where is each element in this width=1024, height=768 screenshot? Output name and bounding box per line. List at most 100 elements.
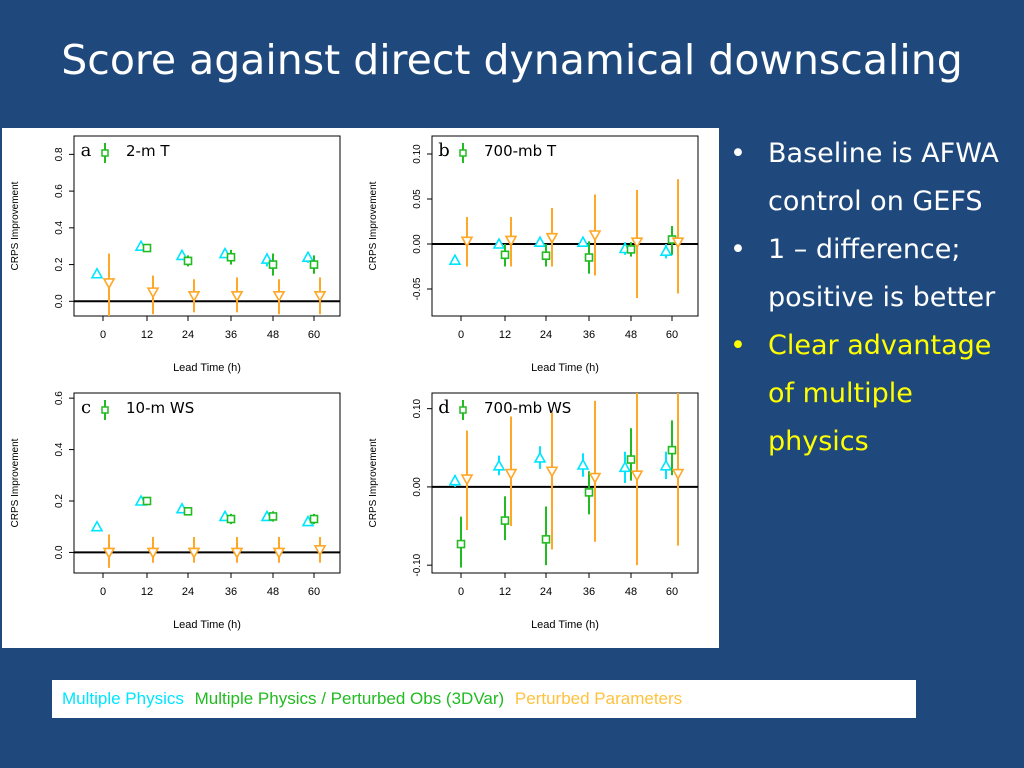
data-point-square — [268, 512, 278, 521]
title-marker-square — [459, 406, 467, 414]
x-tick-label: 24 — [540, 586, 552, 598]
data-point-square — [500, 516, 510, 525]
y-tick-label: -0.05 — [412, 277, 423, 300]
bullet-item-highlight: • Clear advantage of multiple physics — [728, 322, 1018, 466]
data-point-square — [541, 251, 551, 260]
data-point-triangle-up — [533, 235, 547, 247]
legend-item-perturbed-parameters: Perturbed Parameters — [514, 689, 683, 708]
x-tick-label: 12 — [141, 329, 153, 341]
bullet-dot-icon: • — [730, 138, 746, 169]
data-point-triangle-down — [460, 474, 474, 486]
bullet-item: • 1 – difference; positive is better — [728, 226, 1018, 322]
data-point-triangle-up — [301, 250, 315, 263]
bullet-text: Baseline is AFWA control on GEFS — [768, 138, 999, 217]
x-tick-label: 0 — [100, 329, 106, 341]
figure-panel: 0.0 0.2 0.4 0.6 0.8 0 12 24 36 48 60 Lead Time (h) C… — [2, 128, 719, 648]
plot-frame — [431, 392, 699, 574]
data-point-triangle-up — [448, 253, 462, 265]
data-point-triangle-down — [146, 547, 160, 560]
x-tick-label: 48 — [625, 329, 637, 341]
data-point-triangle-down — [313, 545, 327, 557]
y-tick-label: 0.6 — [54, 184, 65, 198]
x-tick-label: 24 — [182, 329, 194, 341]
data-point-triangle-down — [230, 290, 244, 303]
chart-figure: 0.0 0.2 0.4 0.6 0.8 0 12 24 36 48 60 Lead Time (h) C… — [10, 135, 699, 631]
panel-title: 2-m T — [126, 142, 170, 160]
data-point-triangle-down — [588, 230, 602, 242]
bullet-dot-icon: • — [730, 330, 746, 361]
x-tick-label: 48 — [267, 329, 279, 341]
y-tick-label: 0.0 — [54, 294, 65, 308]
data-point-triangle-up — [492, 459, 506, 471]
y-tick-label: 0.2 — [54, 494, 65, 508]
data-point-triangle-down — [146, 287, 160, 299]
x-axis-label: Lead Time (h) — [173, 362, 241, 374]
x-tick-label: 36 — [225, 329, 237, 341]
title-marker-square — [101, 406, 109, 414]
bullet-item: • Baseline is AFWA control on GEFS — [728, 130, 1018, 226]
x-tick-label: 60 — [308, 586, 320, 598]
y-axis-label: CRPS Improvement — [368, 438, 379, 527]
x-tick-label: 60 — [666, 586, 678, 598]
y-tick-label: 0.4 — [54, 442, 65, 456]
data-point-triangle-down — [102, 547, 116, 560]
data-point-square — [500, 250, 510, 260]
data-point-triangle-down — [545, 466, 559, 478]
data-point-triangle-up — [533, 451, 547, 463]
panel-letter: a — [81, 140, 92, 161]
legend-item-multiple-physics-perturbed-obs: Multiple Physics / Perturbed Obs (3DVar) — [194, 689, 505, 708]
data-point-triangle-down — [187, 290, 201, 303]
y-tick-label: 0.0 — [54, 545, 65, 559]
panel-letter: b — [438, 140, 450, 161]
x-tick-label: 48 — [625, 586, 637, 598]
data-point-square — [584, 488, 594, 497]
data-point-square — [183, 506, 193, 516]
legend-item-multiple-physics: Multiple Physics — [62, 689, 184, 708]
data-point-triangle-up — [618, 460, 632, 473]
x-tick-label: 36 — [583, 586, 595, 598]
panel-letter: d — [438, 397, 450, 418]
data-point-triangle-down — [230, 547, 244, 560]
data-point-triangle-down — [504, 235, 518, 248]
data-point-triangle-down — [102, 278, 116, 290]
y-tick-label: 0.05 — [412, 189, 423, 209]
data-point-square — [226, 252, 236, 262]
y-tick-label: -0.10 — [412, 553, 423, 576]
data-point-square — [183, 256, 193, 266]
data-point-square — [626, 245, 636, 254]
data-point-triangle-up — [492, 237, 506, 249]
data-point-triangle-up — [576, 458, 590, 470]
data-point-square — [142, 496, 152, 506]
x-tick-label: 60 — [308, 329, 320, 341]
data-point-square — [268, 260, 278, 269]
y-axis-label: CRPS Improvement — [368, 181, 379, 270]
data-point-triangle-up — [576, 235, 590, 247]
bullet-text: 1 – difference; positive is better — [768, 234, 996, 313]
data-point-triangle-up — [448, 474, 462, 486]
y-tick-label: 0.10 — [412, 398, 423, 418]
x-tick-label: 12 — [499, 329, 511, 341]
data-point-triangle-down — [460, 236, 474, 248]
y-tick-label: 0.00 — [412, 477, 423, 497]
y-axis-label: CRPS Improvement — [10, 438, 21, 527]
panel-title: 10-m WS — [126, 399, 194, 417]
x-tick-label: 36 — [225, 586, 237, 598]
x-tick-label: 60 — [666, 329, 678, 341]
data-point-triangle-up — [659, 459, 673, 471]
data-point-square — [667, 445, 677, 455]
x-tick-label: 24 — [540, 329, 552, 341]
x-tick-label: 36 — [583, 329, 595, 341]
data-point-triangle-up — [90, 267, 104, 279]
data-point-square — [142, 243, 152, 253]
slide-title: Score against direct dynamical downscali… — [61, 36, 963, 84]
y-tick-label: 0.10 — [412, 144, 423, 164]
data-point-square — [584, 253, 594, 262]
data-point-triangle-down — [630, 470, 644, 482]
x-tick-label: 0 — [100, 586, 106, 598]
x-tick-label: 12 — [499, 586, 511, 598]
panel-title: 700-mb WS — [484, 399, 571, 417]
plot-frame — [431, 135, 699, 317]
panel-title: 700-mb T — [484, 142, 557, 160]
x-tick-label: 12 — [141, 586, 153, 598]
y-tick-label: 0.2 — [54, 257, 65, 271]
